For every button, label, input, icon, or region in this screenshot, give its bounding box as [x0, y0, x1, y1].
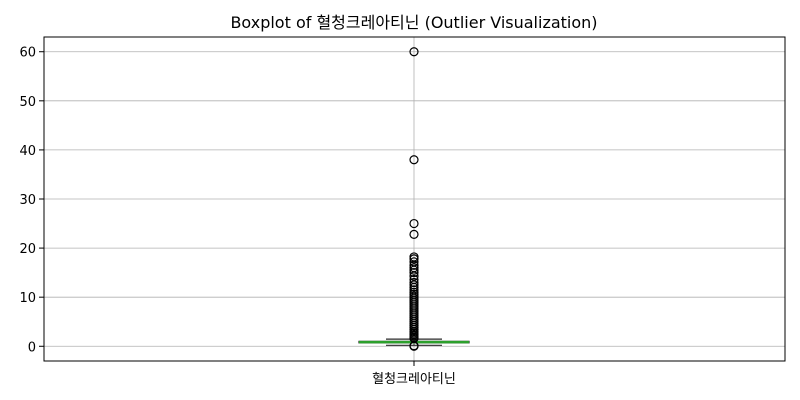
y-tick-label: 60 — [19, 46, 36, 61]
outlier-point — [409, 282, 419, 292]
outlier-point — [409, 47, 419, 57]
outlier-point — [409, 218, 419, 229]
outlier-point — [409, 271, 419, 281]
y-tick-label: 50 — [19, 95, 36, 110]
outlier-point — [409, 254, 419, 264]
outlier-point — [409, 341, 419, 351]
chart-title: Boxplot of 혈청크레아티닌 (Outlier Visualizatio… — [230, 13, 597, 32]
outlier-point — [409, 260, 419, 270]
x-axis-ticks: 혈청크레아티닌 — [372, 361, 456, 387]
y-tick-label: 40 — [19, 144, 36, 159]
y-tick-label: 20 — [19, 242, 36, 257]
y-tick-label: 0 — [28, 340, 36, 355]
outlier-point — [409, 280, 419, 290]
grid-lines — [44, 37, 785, 361]
y-tick-label: 10 — [19, 291, 36, 306]
outlier-point — [409, 265, 419, 275]
outlier-points — [409, 47, 419, 351]
y-axis-ticks: 0 10 20 30 40 50 60 — [19, 46, 44, 355]
outlier-point — [409, 277, 419, 288]
outlier-point — [409, 155, 419, 165]
outlier-point — [409, 268, 419, 278]
outlier-point — [409, 229, 419, 239]
y-tick-label: 30 — [19, 193, 36, 208]
x-tick-label: 혈청크레아티닌 — [372, 372, 456, 387]
